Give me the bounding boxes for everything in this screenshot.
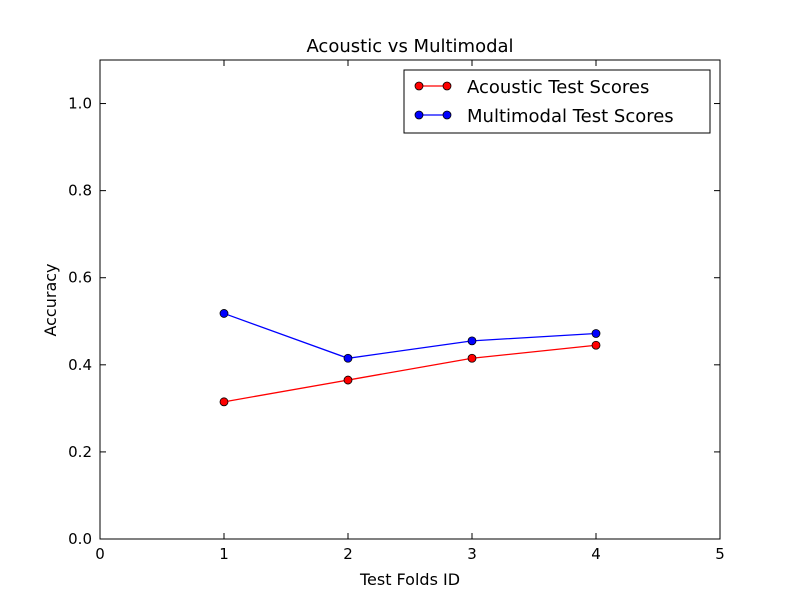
y-tick-label: 0.2 [68,443,92,461]
legend-marker [442,110,452,120]
series-line-1 [223,344,597,403]
legend-marker [414,110,424,120]
data-point [467,353,477,363]
data-point [343,375,353,385]
legend-label: Acoustic Test Scores [467,77,649,98]
y-tick-label: 1.0 [68,95,92,113]
legend-marker [414,81,424,91]
x-tick-label: 2 [343,545,353,563]
x-axis-label: Test Folds ID [359,570,460,589]
legend-label: Multimodal Test Scores [467,106,674,127]
data-point [467,336,477,346]
x-tick-label: 1 [219,545,229,563]
legend-box [403,69,711,134]
series-line-2 [223,312,597,359]
y-tick-label: 0.4 [68,356,92,374]
data-point [219,309,229,318]
y-tick-label: 0.8 [68,182,92,200]
data-point [343,353,353,363]
legend-marker [442,81,452,91]
data-point [591,329,601,338]
x-tick-label: 3 [467,545,477,563]
x-tick-label: 4 [591,545,601,563]
plot-frame [99,59,721,540]
x-tick-label: 5 [715,545,725,563]
data-point [219,397,229,407]
y-tick-label: 0.6 [68,269,92,287]
data-point [591,340,601,350]
plot-layer: 0 1 2 3 4 5 0.0 0.2 0.4 0.6 0.8 1.0 Acoustic Test Sc… [68,59,725,563]
x-tick-label: 0 [95,545,105,563]
y-axis-label: Accuracy [41,263,60,336]
y-tick-label: 0.0 [68,530,92,548]
chart-title: Acoustic vs Multimodal [306,36,513,57]
